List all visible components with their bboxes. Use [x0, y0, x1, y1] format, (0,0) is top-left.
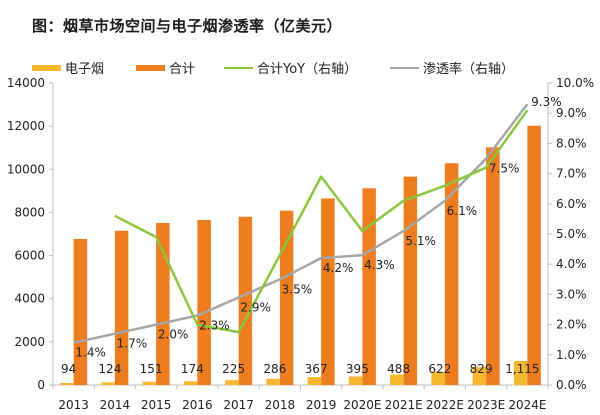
x-axis-tick-label: 2020E	[343, 398, 381, 412]
right-axis-tick-label: 7.0%	[556, 167, 587, 181]
right-axis-tick-label: 9.0%	[556, 106, 587, 120]
bar-ecig-label: 1,115	[505, 362, 539, 376]
x-axis-tick-label: 2014	[100, 398, 131, 412]
penetration-label: 5.1%	[405, 234, 436, 248]
legend-swatch-ecig	[32, 64, 61, 71]
penetration-label: 4.3%	[364, 258, 395, 272]
bar-ecig	[513, 360, 528, 385]
penetration-label: 4.2%	[323, 261, 354, 275]
legend-item-total: 合计	[136, 58, 195, 77]
bar-total	[527, 125, 541, 385]
left-axis-tick-label: 4000	[14, 292, 45, 306]
right-axis-tick-label: 5.0%	[556, 227, 587, 241]
x-axis-tick-label: 2016	[182, 398, 213, 412]
legend-swatch-penetration	[390, 66, 419, 69]
left-axis-tick-label: 2000	[14, 335, 45, 349]
bar-ecig	[390, 374, 404, 385]
legend-swatch-total	[136, 64, 165, 71]
bar-total	[403, 176, 418, 385]
x-axis-tick-label: 2013	[58, 398, 89, 412]
penetration-label: 2.3%	[199, 319, 230, 333]
bar-ecig	[225, 380, 239, 385]
right-axis-tick-label: 3.0%	[556, 287, 587, 301]
left-axis-tick-label: 0	[37, 378, 45, 392]
right-axis-tick-label: 8.0%	[556, 136, 587, 150]
bar-total	[114, 230, 129, 385]
x-axis-tick-label: 2022E	[426, 398, 464, 412]
x-axis-tick-label: 2018	[265, 398, 296, 412]
bar-ecig-label: 151	[140, 362, 163, 376]
legend-label-total: 合计	[169, 62, 196, 77]
data-labels: 94 124 151 174 225 286 367 395 488 622 829 1,115 1.4…	[61, 95, 562, 376]
penetration-label: 6.1%	[447, 204, 478, 218]
bar-total	[279, 210, 294, 385]
legend-label-yoy: 合计YoY（右轴）	[257, 62, 358, 77]
right-axis-tick-label: 6.0%	[556, 197, 587, 211]
bar-total	[444, 163, 459, 385]
bar-total	[362, 188, 376, 385]
bar-total	[73, 238, 88, 385]
bar-ecig	[431, 371, 445, 385]
lines	[73, 103, 529, 344]
penetration-label: 7.5%	[489, 162, 520, 176]
right-axis-tick-label: 1.0%	[556, 348, 587, 362]
x-axis-tick-label: 2019	[306, 398, 337, 412]
bar-ecig	[307, 377, 322, 385]
penetration-label: 1.7%	[117, 337, 148, 351]
legend-label-penetration: 渗透率（右轴）	[423, 62, 515, 77]
chart-title: 图：烟草市场空间与电子烟渗透率（亿美元）	[32, 17, 343, 35]
penetration-label: 9.3%	[531, 95, 562, 109]
right-axis-tick-label: 4.0%	[556, 257, 587, 271]
bar-total	[321, 198, 335, 385]
bar-ecig-label: 94	[61, 362, 76, 376]
penetration-label: 2.0%	[158, 328, 189, 342]
penetration-label: 1.4%	[75, 346, 106, 360]
axes: 0 2000 4000 6000 8000 10000 12000 14000 0.0% 1.0%…	[7, 76, 594, 412]
penetration-label: 2.9%	[240, 300, 271, 314]
left-axis-tick-label: 6000	[14, 249, 45, 263]
bar-ecig	[142, 381, 157, 385]
left-axis-tick-label: 14000	[7, 76, 45, 90]
bar-ecig	[348, 376, 363, 385]
bar-ecig-label: 622	[428, 362, 451, 376]
left-axis-tick-label: 12000	[7, 119, 45, 133]
bar-ecig-label: 286	[263, 362, 286, 376]
bar-ecig	[60, 382, 74, 385]
line-penetration	[73, 103, 529, 344]
bar-ecig-label: 124	[98, 362, 121, 376]
line-yoy	[114, 109, 529, 334]
bar-ecig-label: 225	[222, 362, 245, 376]
legend-swatch-yoy	[224, 66, 253, 69]
bar-ecig-label: 367	[305, 362, 328, 376]
bar-ecig-label: 488	[387, 362, 410, 376]
bar-total	[156, 222, 170, 385]
bar-ecig-label: 395	[346, 362, 369, 376]
right-axis-tick-label: 2.0%	[556, 318, 587, 332]
legend-item-ecig: 电子烟	[32, 58, 104, 77]
legend-item-penetration: 渗透率（右轴）	[390, 58, 514, 77]
bar-ecig-label: 174	[181, 362, 204, 376]
bar-total	[238, 216, 253, 385]
bar-ecig	[266, 378, 280, 385]
left-axis-tick-label: 8000	[14, 205, 45, 219]
x-axis-tick-label: 2021E	[385, 398, 423, 412]
bar-ecig	[183, 381, 198, 385]
bar-ecig	[472, 367, 487, 385]
left-axis-tick-label: 10000	[7, 162, 45, 176]
bar-ecig	[101, 382, 115, 385]
bar-total	[486, 147, 500, 385]
x-axis-tick-label: 2023E	[467, 398, 505, 412]
bar-ecig-label: 829	[470, 362, 493, 376]
legend-item-yoy: 合计YoY（右轴）	[224, 58, 357, 77]
x-axis-tick-label: 2015	[141, 398, 172, 412]
penetration-label: 3.5%	[282, 282, 313, 296]
bar-total	[197, 219, 211, 385]
right-axis-tick-label: 10.0%	[556, 76, 594, 90]
right-axis-tick-label: 0.0%	[556, 378, 587, 392]
x-axis-tick-label: 2024E	[508, 398, 546, 412]
legend-label-ecig: 电子烟	[65, 62, 105, 77]
x-axis-tick-label: 2017	[223, 398, 254, 412]
